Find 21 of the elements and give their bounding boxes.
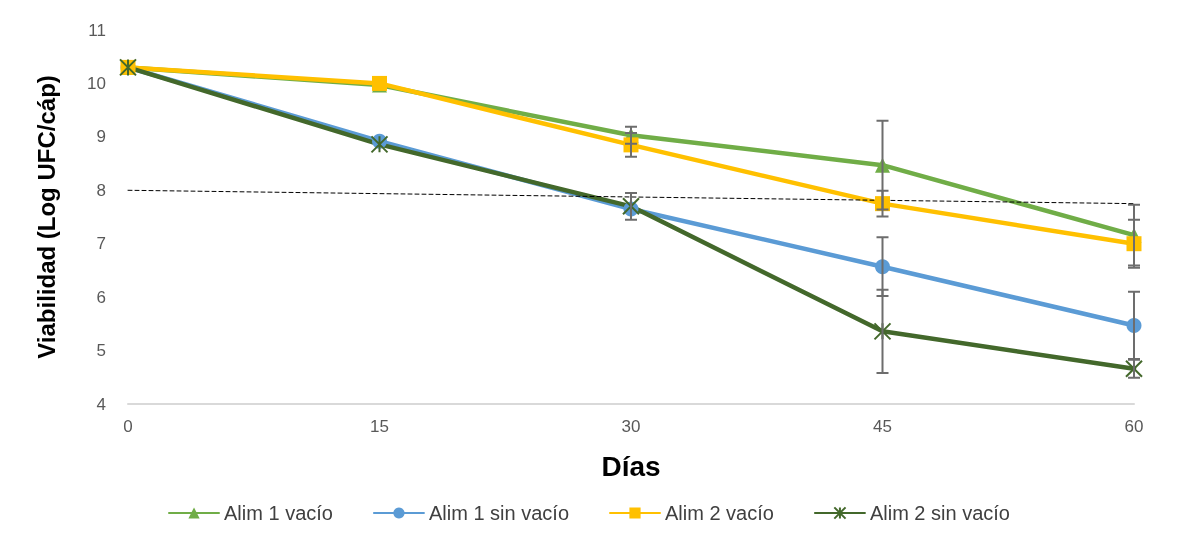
x-tick-label: 60 [1124,417,1144,436]
legend-label: Alim 1 vacío [224,502,333,524]
legend-label: Alim 2 vacío [665,502,774,524]
x-tick-label: 45 [873,417,892,436]
y-tick-label: 6 [96,287,106,307]
legend-label: Alim 1 sin vacío [428,502,570,524]
x-tick-label: 30 [621,417,641,436]
x-tick-label: 15 [370,417,389,436]
point [873,322,892,341]
y-tick-label: 5 [96,341,106,361]
x-tick-label: 0 [123,417,133,436]
x-axis-title: Días [601,450,661,482]
point [370,135,389,154]
y-tick-label: 9 [96,127,106,147]
y-axis-title: Viabilidad (Log UFC/cáp) [32,75,60,359]
y-tick-label: 10 [87,73,106,93]
y-tick-label: 7 [96,234,106,254]
y-tick-label: 8 [96,180,106,200]
y-tick-label: 4 [96,394,106,414]
legend-label: Alim 2 sin vacío [869,502,1010,524]
y-tick-label: 11 [88,20,106,40]
